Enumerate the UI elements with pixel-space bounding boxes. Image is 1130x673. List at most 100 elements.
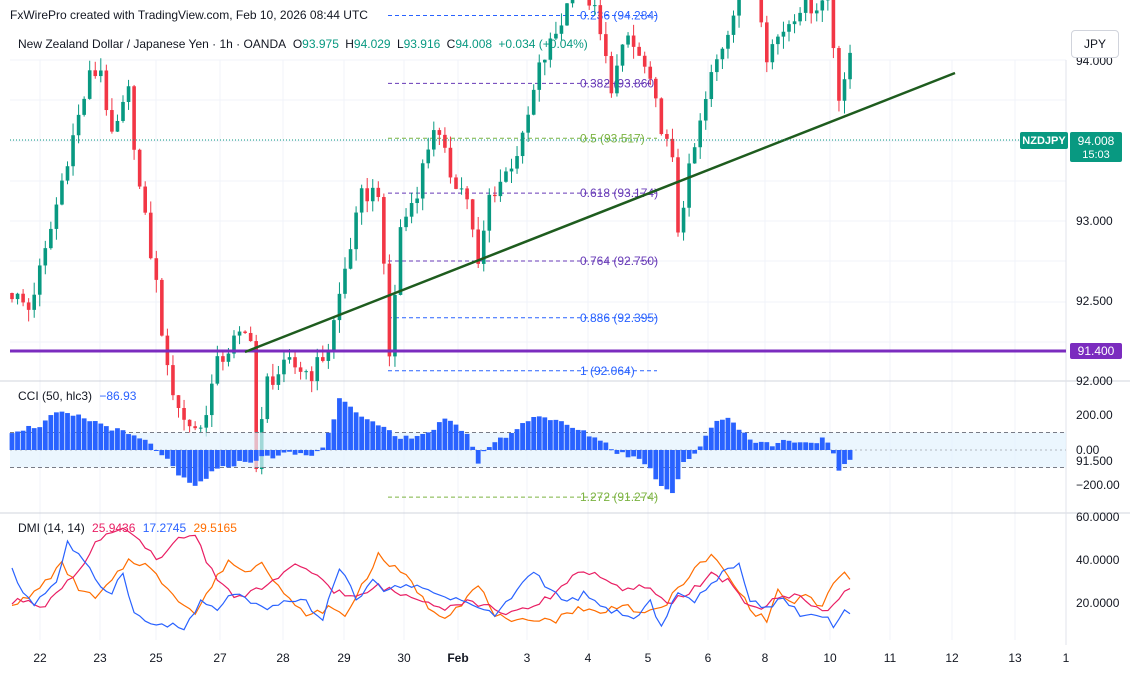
cci-bar — [825, 442, 831, 450]
cci-bar — [681, 450, 686, 463]
cci-bar — [59, 411, 65, 450]
candle-body — [715, 59, 719, 73]
candle-body — [592, 5, 597, 7]
candle-body — [221, 356, 225, 362]
cci-bar — [292, 450, 298, 455]
cci-bar — [153, 450, 159, 451]
candle-body — [326, 352, 331, 361]
candle-body — [493, 194, 497, 197]
cci-label[interactable]: CCI (50, hlc3) — [18, 389, 93, 403]
candle-body — [509, 168, 514, 172]
cci-bar — [303, 450, 309, 456]
candle-body — [398, 227, 403, 295]
candle-body — [287, 357, 292, 360]
dmi-value-3: 29.5165 — [193, 521, 237, 535]
cci-bar — [653, 450, 659, 480]
cci-bar — [742, 432, 747, 450]
candle-body — [615, 65, 619, 94]
candle-body — [321, 357, 325, 361]
candle-body — [121, 101, 125, 121]
credit-text: FxWirePro created with TradingView.com, … — [10, 8, 368, 22]
cci-bar — [747, 439, 753, 450]
candle-body — [437, 130, 442, 135]
cci-bar — [670, 450, 675, 494]
high-label: H — [345, 37, 354, 51]
candle-body — [759, 0, 764, 23]
time-tick: 29 — [337, 651, 351, 665]
candle-body — [476, 229, 480, 264]
price-tag-bg — [1070, 132, 1122, 162]
cci-bar — [814, 443, 820, 450]
cci-bar — [242, 450, 248, 462]
cci-bar — [214, 450, 220, 469]
cci-bar — [586, 436, 592, 450]
cci-bar — [431, 429, 437, 450]
cci-bar — [137, 438, 143, 450]
cci-bar — [142, 439, 148, 450]
currency-button[interactable]: JPY — [1071, 30, 1119, 58]
cci-bar — [54, 412, 59, 450]
cci-bar — [131, 435, 137, 450]
cci-bar — [559, 421, 564, 450]
cci-bar — [387, 430, 392, 450]
candle-body — [659, 98, 664, 135]
candle-body — [504, 171, 508, 182]
candle-body — [565, 3, 569, 26]
candle-body — [76, 114, 81, 136]
cci-bar — [609, 449, 614, 451]
cci-bar — [331, 419, 337, 450]
candle-body — [420, 163, 425, 199]
cci-bar — [270, 450, 276, 459]
fib-label: 1 (92.064) — [580, 364, 635, 378]
candle-body — [703, 99, 708, 121]
candle-body — [171, 365, 175, 396]
cci-bar — [486, 447, 492, 450]
candle-body — [443, 134, 447, 148]
candle-body — [43, 248, 48, 266]
time-tick: 30 — [397, 651, 411, 665]
candle-body — [665, 134, 669, 139]
candle-body — [404, 216, 408, 228]
dmi-legend: DMI (14, 14) 25.9436 17.2745 29.5165 — [18, 521, 237, 535]
candle-body — [370, 187, 375, 202]
cci-bar — [337, 398, 342, 450]
cci-bar — [425, 432, 431, 450]
cci-tick: −200.00 — [1076, 478, 1120, 492]
candle-body — [37, 265, 42, 295]
candle-body — [382, 197, 386, 264]
candle-body — [626, 35, 630, 45]
cci-bar — [187, 450, 192, 483]
symbol-title[interactable]: New Zealand Dollar / Japanese Yen · 1h ·… — [18, 37, 286, 51]
time-tick: 3 — [524, 651, 531, 665]
high-value: 94.029 — [353, 37, 391, 51]
candle-body — [820, 0, 825, 11]
cci-bar — [686, 450, 692, 459]
candle-body — [110, 110, 114, 132]
cci-bar — [498, 437, 503, 450]
cci-bar — [658, 450, 664, 487]
candle-body — [498, 181, 503, 197]
cci-bar — [842, 450, 847, 465]
cci-bar — [481, 450, 487, 452]
dmi-label[interactable]: DMI (14, 14) — [18, 521, 85, 535]
cci-bar — [309, 450, 315, 456]
candle-body — [515, 156, 519, 169]
candle-body — [604, 34, 608, 57]
time-tick: 23 — [93, 651, 107, 665]
cci-bar — [314, 450, 320, 452]
candle-body — [243, 331, 247, 333]
candle-body — [465, 188, 469, 200]
cci-bar — [836, 450, 842, 471]
cci-bar — [276, 450, 281, 456]
price-tick: 91.500 — [1076, 454, 1113, 468]
cci-bar — [448, 420, 453, 450]
candle-body — [15, 293, 20, 300]
cci-bar — [281, 450, 287, 453]
cci-value: −86.93 — [99, 389, 137, 403]
cci-bar — [847, 450, 853, 460]
candle-body — [481, 230, 486, 264]
candle-body — [115, 120, 120, 132]
candle-body — [681, 207, 686, 233]
cci-bar — [592, 437, 598, 450]
